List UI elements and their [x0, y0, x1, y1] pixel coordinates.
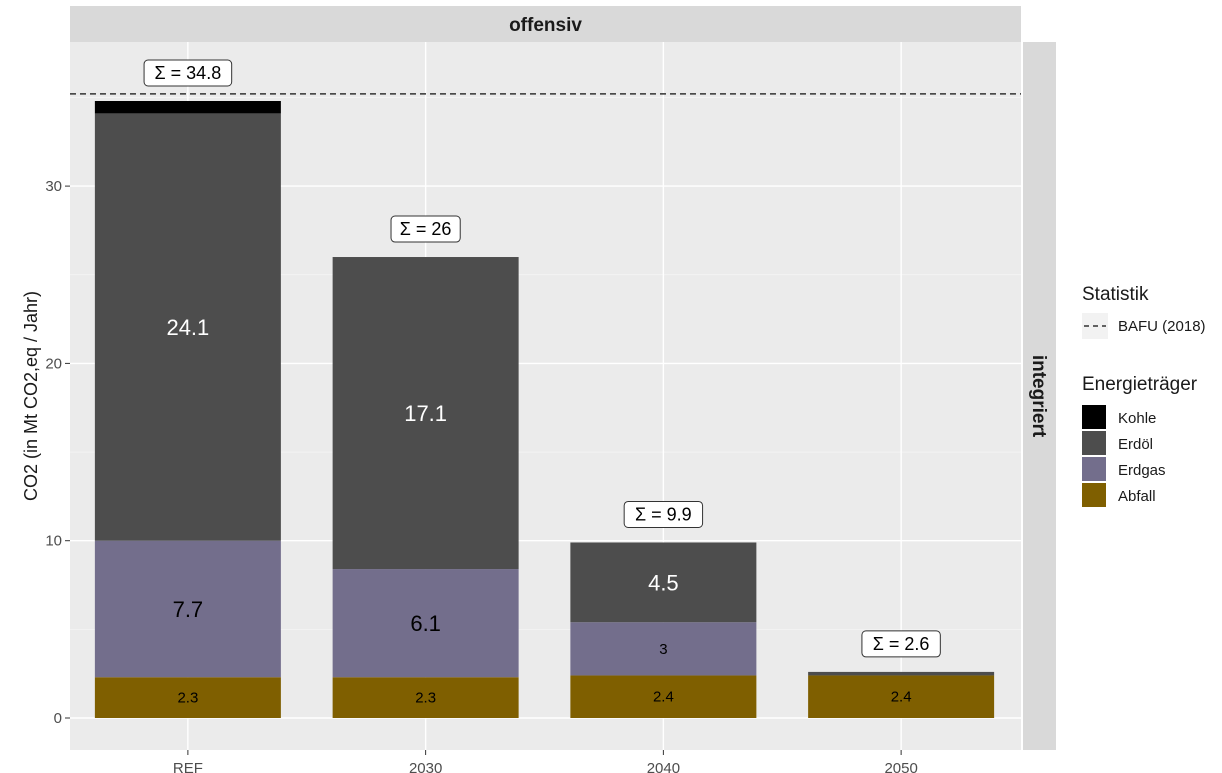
- legend-key-kohle: [1082, 405, 1106, 429]
- data-label: 2.4: [653, 689, 674, 706]
- legend-label: Kohle: [1118, 410, 1156, 427]
- legend-title-energietraeger: Energieträger: [1082, 374, 1198, 395]
- x-tick-label: 2050: [884, 760, 917, 773]
- x-tick-label: REF: [173, 760, 203, 773]
- y-axis-title: CO2 (in Mt CO2,eq / Jahr): [21, 291, 41, 501]
- legend-label-bafu: BAFU (2018): [1118, 318, 1206, 335]
- total-label: Σ = 26: [400, 219, 452, 239]
- data-label: 17.1: [404, 401, 447, 426]
- facet-label-right: integriert: [1028, 355, 1049, 438]
- data-label: 7.7: [173, 597, 204, 622]
- data-label: 24.1: [166, 315, 209, 340]
- data-label: 2.4: [891, 689, 912, 706]
- y-tick-label: 10: [45, 533, 62, 550]
- legend-label: Erdöl: [1118, 436, 1153, 453]
- legend-key-erdl: [1082, 431, 1106, 455]
- y-tick-label: 0: [54, 710, 62, 727]
- legend-label: Erdgas: [1118, 462, 1166, 479]
- legend-key-erdgas: [1082, 457, 1106, 481]
- data-label: 2.3: [415, 690, 436, 707]
- data-label: 3: [659, 641, 667, 658]
- data-label: 4.5: [648, 570, 679, 595]
- legend: Statistik BAFU (2018) Energieträger Kohl…: [1082, 284, 1206, 507]
- total-label: Σ = 34.8: [155, 63, 222, 83]
- y-tick-label: 30: [45, 178, 62, 195]
- x-tick-label: 2040: [647, 760, 680, 773]
- facet-label-top: offensiv: [509, 15, 582, 36]
- bar-erdl-2050: [808, 672, 994, 676]
- total-label: Σ = 9.9: [635, 504, 692, 524]
- data-label: 6.1: [410, 611, 441, 636]
- x-tick-label: 2030: [409, 760, 442, 773]
- data-label: 2.3: [177, 690, 198, 707]
- legend-key-abfall: [1082, 483, 1106, 507]
- legend-label: Abfall: [1118, 488, 1156, 505]
- legend-title-statistik: Statistik: [1082, 284, 1149, 305]
- total-label: Σ = 2.6: [873, 634, 930, 654]
- bar-kohle-ref: [95, 101, 281, 113]
- y-tick-label: 20: [45, 355, 62, 372]
